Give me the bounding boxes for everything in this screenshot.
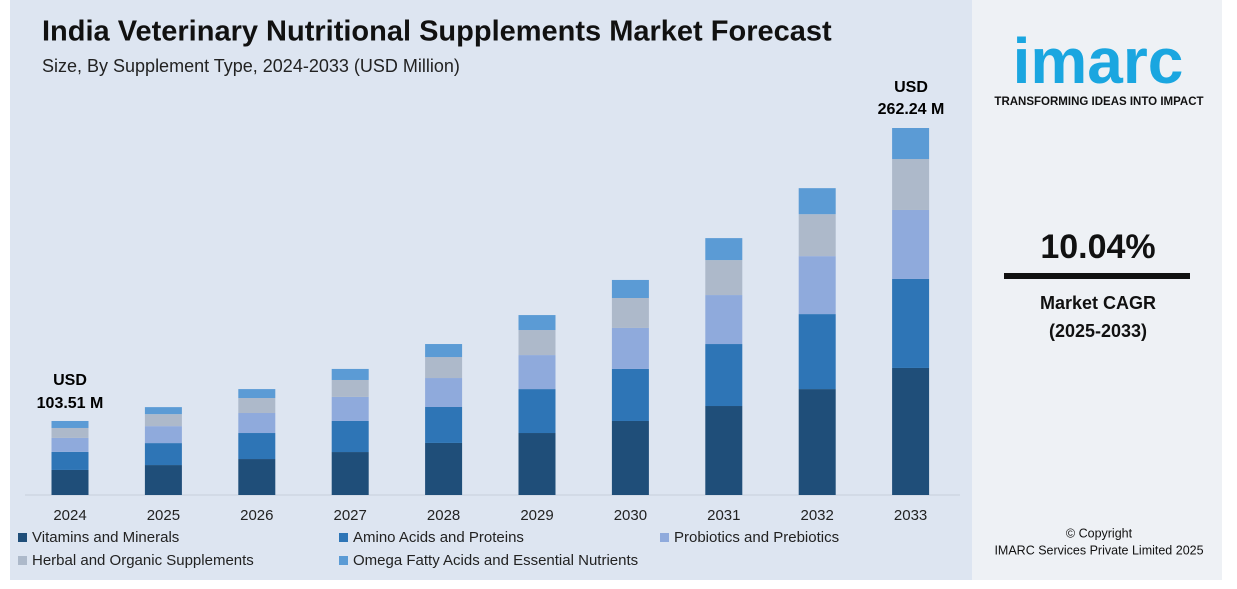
bar-segment [238, 459, 276, 495]
bar-segment [331, 368, 369, 380]
x-tick-label: 2028 [427, 507, 460, 524]
cagr-period: (2025-2033) [1049, 321, 1147, 341]
legend-label: Probiotics and Prebiotics [674, 529, 839, 546]
bar-segment [425, 442, 463, 495]
bar-segment [518, 389, 556, 434]
bar-segment [611, 420, 649, 495]
bar-segment [51, 469, 89, 495]
x-tick-label: 2026 [240, 507, 273, 524]
bar-segment [892, 367, 930, 495]
bar-segment [892, 209, 930, 279]
legend-label: Herbal and Organic Supplements [32, 552, 254, 569]
bar-segment [331, 396, 369, 421]
bar-segment [425, 406, 463, 443]
bar-segment [51, 437, 89, 452]
chart-title: India Veterinary Nutritional Supplements… [42, 16, 832, 48]
divider [1004, 273, 1190, 279]
bar-segment [892, 128, 930, 160]
annotation: 103.51 M [37, 395, 104, 412]
x-tick-label: 2032 [801, 507, 834, 524]
legend-swatch [18, 556, 27, 565]
bar-segment [892, 159, 930, 210]
legend-label: Omega Fatty Acids and Essential Nutrient… [353, 552, 638, 569]
bar-segment [238, 398, 276, 414]
annotation: USD [53, 372, 87, 389]
chart-subtitle: Size, By Supplement Type, 2024-2033 (USD… [42, 56, 460, 76]
cagr-value: 10.04% [1040, 228, 1155, 266]
bar-segment [144, 426, 182, 444]
bar-segment [51, 451, 89, 470]
bar-segment [331, 452, 369, 495]
bar-segment [425, 357, 463, 379]
annotation: USD [894, 79, 928, 96]
bar-segment [611, 327, 649, 369]
annotation: 262.24 M [878, 101, 945, 118]
bar-segment [798, 214, 836, 257]
bar-segment [705, 344, 743, 407]
bar-segment [331, 420, 369, 453]
x-tick-label: 2033 [894, 507, 927, 524]
company: IMARC Services Private Limited 2025 [994, 543, 1203, 557]
bar-segment [798, 188, 836, 215]
bar-segment [425, 378, 463, 407]
bar-segment [611, 297, 649, 328]
bar-segment [611, 279, 649, 298]
cagr-label: Market CAGR [1040, 293, 1156, 313]
legend-swatch [339, 556, 348, 565]
x-tick-label: 2024 [53, 507, 86, 524]
bar-segment [518, 330, 556, 356]
x-tick-label: 2031 [707, 507, 740, 524]
sidebar-background [972, 0, 1222, 580]
legend-label: Vitamins and Minerals [32, 529, 179, 546]
bar-segment [144, 443, 182, 466]
x-tick-label: 2029 [520, 507, 553, 524]
legend-swatch [18, 533, 27, 542]
bar-segment [892, 278, 930, 368]
bar-segment [705, 260, 743, 296]
bar-segment [518, 433, 556, 495]
bar-segment [331, 379, 369, 397]
x-tick-label: 2030 [614, 507, 647, 524]
bar-segment [705, 406, 743, 495]
bar-segment [798, 314, 836, 390]
bar-segment [425, 344, 463, 358]
x-tick-label: 2025 [147, 507, 180, 524]
legend-label: Amino Acids and Proteins [353, 529, 524, 546]
bar-segment [705, 238, 743, 261]
legend-swatch [339, 533, 348, 542]
bar-segment [144, 414, 182, 427]
bar-segment [238, 433, 276, 460]
copyright: © Copyright [1066, 526, 1133, 540]
x-tick-label: 2027 [334, 507, 367, 524]
bar-segment [238, 413, 276, 434]
bar-segment [51, 420, 89, 428]
logo: imarc [1013, 25, 1184, 97]
legend-swatch [660, 533, 669, 542]
bar-segment [518, 315, 556, 331]
bar-segment [798, 389, 836, 495]
bar-segment [51, 427, 89, 438]
bar-segment [518, 355, 556, 390]
bar-segment [144, 465, 182, 495]
bar-segment [144, 407, 182, 415]
bar-segment [705, 295, 743, 345]
bar-segment [238, 389, 276, 399]
tagline: TRANSFORMING IDEAS INTO IMPACT [994, 96, 1203, 108]
bar-segment [798, 256, 836, 315]
bar-segment [611, 368, 649, 421]
